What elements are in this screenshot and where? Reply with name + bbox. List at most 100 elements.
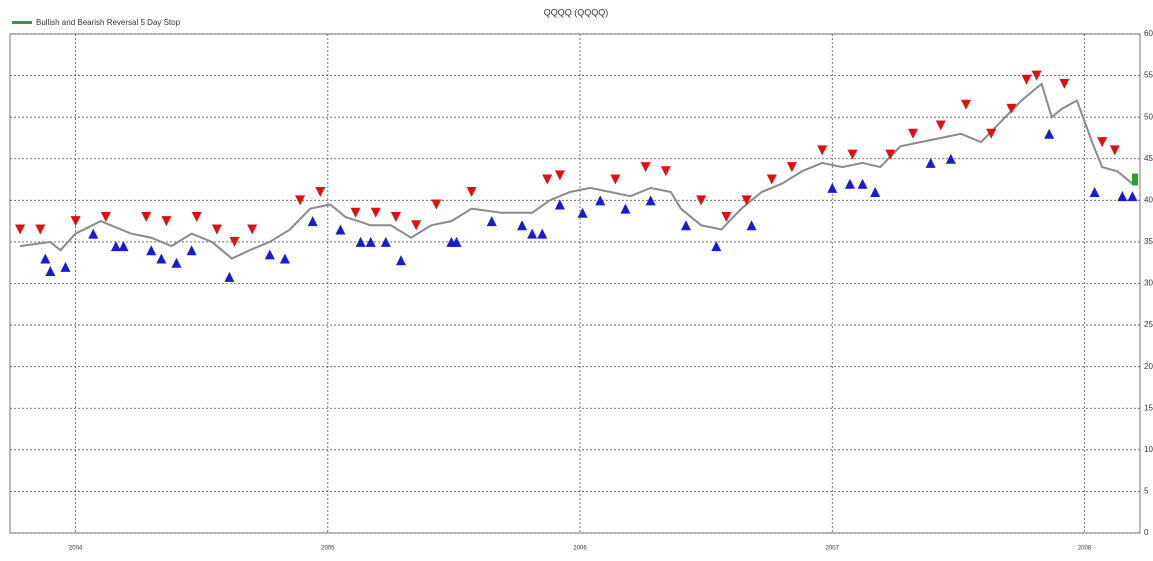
y-tick-label: 40 bbox=[1144, 195, 1153, 204]
bearish-marker bbox=[411, 220, 422, 231]
bullish-marker bbox=[1089, 187, 1100, 198]
bullish-marker bbox=[156, 253, 167, 264]
y-tick-label: 5 bbox=[1144, 487, 1149, 496]
bullish-marker bbox=[279, 253, 290, 264]
price-line bbox=[19, 82, 1134, 260]
bullish-marker bbox=[171, 257, 182, 268]
bearish-marker bbox=[1097, 137, 1108, 148]
bearish-marker bbox=[696, 195, 707, 206]
y-tick-label: 20 bbox=[1144, 362, 1153, 371]
bullish-marker bbox=[335, 224, 346, 235]
bearish-marker bbox=[766, 174, 777, 185]
bullish-marker bbox=[451, 236, 462, 247]
y-tick-label: 10 bbox=[1144, 445, 1153, 454]
bearish-marker bbox=[935, 120, 946, 131]
bearish-marker bbox=[315, 187, 326, 198]
bearish-marker bbox=[191, 211, 202, 222]
bullish-marker bbox=[307, 216, 318, 227]
bullish-marker bbox=[517, 220, 528, 231]
legend-label: Bullish and Bearish Reversal 5 Day Stop bbox=[36, 18, 181, 27]
bearish-marker bbox=[554, 170, 565, 181]
bullish-marker bbox=[118, 241, 129, 252]
bearish-marker bbox=[741, 195, 752, 206]
bullish-marker bbox=[746, 220, 757, 231]
bearish-marker bbox=[161, 216, 172, 227]
bullish-marker bbox=[537, 228, 548, 239]
bearish-marker bbox=[1006, 103, 1017, 114]
bullish-marker bbox=[395, 255, 406, 266]
bearish-marker bbox=[370, 207, 381, 218]
bullish-marker bbox=[45, 266, 56, 277]
bullish-marker bbox=[380, 236, 391, 247]
bearish-marker bbox=[847, 149, 858, 160]
bearish-marker bbox=[15, 224, 26, 235]
y-tick-label: 60 bbox=[1144, 29, 1153, 38]
bullish-marker bbox=[60, 261, 71, 272]
bullish-marker bbox=[224, 271, 235, 282]
y-tick-label: 55 bbox=[1144, 71, 1153, 80]
bearish-marker bbox=[1031, 70, 1042, 81]
bullish-marker bbox=[1127, 191, 1138, 202]
bearish-marker bbox=[907, 128, 918, 139]
bullish-marker bbox=[857, 178, 868, 189]
bearish-marker bbox=[640, 162, 651, 173]
bullish-marker bbox=[945, 153, 956, 164]
bearish-marker bbox=[247, 224, 258, 235]
bearish-marker bbox=[1021, 74, 1032, 85]
bearish-marker bbox=[390, 211, 401, 222]
y-tick-label: 50 bbox=[1144, 112, 1153, 121]
bullish-marker bbox=[577, 207, 588, 218]
bullish-marker bbox=[645, 195, 656, 206]
bearish-marker bbox=[542, 174, 553, 185]
bearish-marker bbox=[885, 149, 896, 160]
x-tick-label: 2005 bbox=[321, 546, 335, 552]
bullish-marker bbox=[554, 199, 565, 210]
bearish-marker bbox=[1109, 145, 1120, 156]
bullish-marker bbox=[186, 245, 197, 256]
bearish-marker bbox=[960, 99, 971, 110]
y-tick-label: 35 bbox=[1144, 237, 1153, 246]
bearish-marker bbox=[986, 128, 997, 139]
x-tick-label: 2004 bbox=[69, 546, 83, 552]
bullish-marker bbox=[365, 236, 376, 247]
y-tick-label: 0 bbox=[1144, 528, 1149, 537]
signal-marker bbox=[1131, 173, 1138, 186]
bullish-marker bbox=[486, 216, 497, 227]
bullish-marker bbox=[110, 241, 121, 252]
y-tick-label: 30 bbox=[1144, 279, 1153, 288]
bullish-marker bbox=[146, 245, 157, 256]
bullish-marker bbox=[680, 220, 691, 231]
bearish-marker bbox=[817, 145, 828, 156]
y-tick-label: 45 bbox=[1144, 154, 1153, 163]
x-tick-label: 2008 bbox=[1078, 546, 1092, 552]
bullish-marker bbox=[264, 249, 275, 260]
legend-swatch bbox=[12, 21, 32, 24]
bearish-marker bbox=[1059, 78, 1070, 89]
bearish-marker bbox=[610, 174, 621, 185]
bearish-marker bbox=[141, 211, 152, 222]
y-tick-label: 25 bbox=[1144, 320, 1153, 329]
bullish-marker bbox=[355, 236, 366, 247]
bearish-marker bbox=[35, 224, 46, 235]
bearish-marker bbox=[350, 207, 361, 218]
bullish-marker bbox=[620, 203, 631, 214]
bullish-marker bbox=[527, 228, 538, 239]
bearish-marker bbox=[786, 162, 797, 173]
y-tick-label: 15 bbox=[1144, 403, 1153, 412]
bullish-marker bbox=[711, 241, 722, 252]
chart-title: QQQQ (QQQQ) bbox=[544, 7, 609, 17]
bullish-marker bbox=[88, 228, 99, 239]
bullish-marker bbox=[595, 195, 606, 206]
bearish-marker bbox=[70, 216, 81, 227]
bullish-marker bbox=[925, 157, 936, 168]
bearish-marker bbox=[660, 166, 671, 177]
bearish-marker bbox=[466, 187, 477, 198]
bullish-marker bbox=[870, 187, 881, 198]
bullish-marker bbox=[844, 178, 855, 189]
x-tick-label: 2006 bbox=[573, 546, 587, 552]
bearish-marker bbox=[211, 224, 222, 235]
bullish-marker bbox=[1117, 191, 1128, 202]
bearish-marker bbox=[100, 211, 111, 222]
